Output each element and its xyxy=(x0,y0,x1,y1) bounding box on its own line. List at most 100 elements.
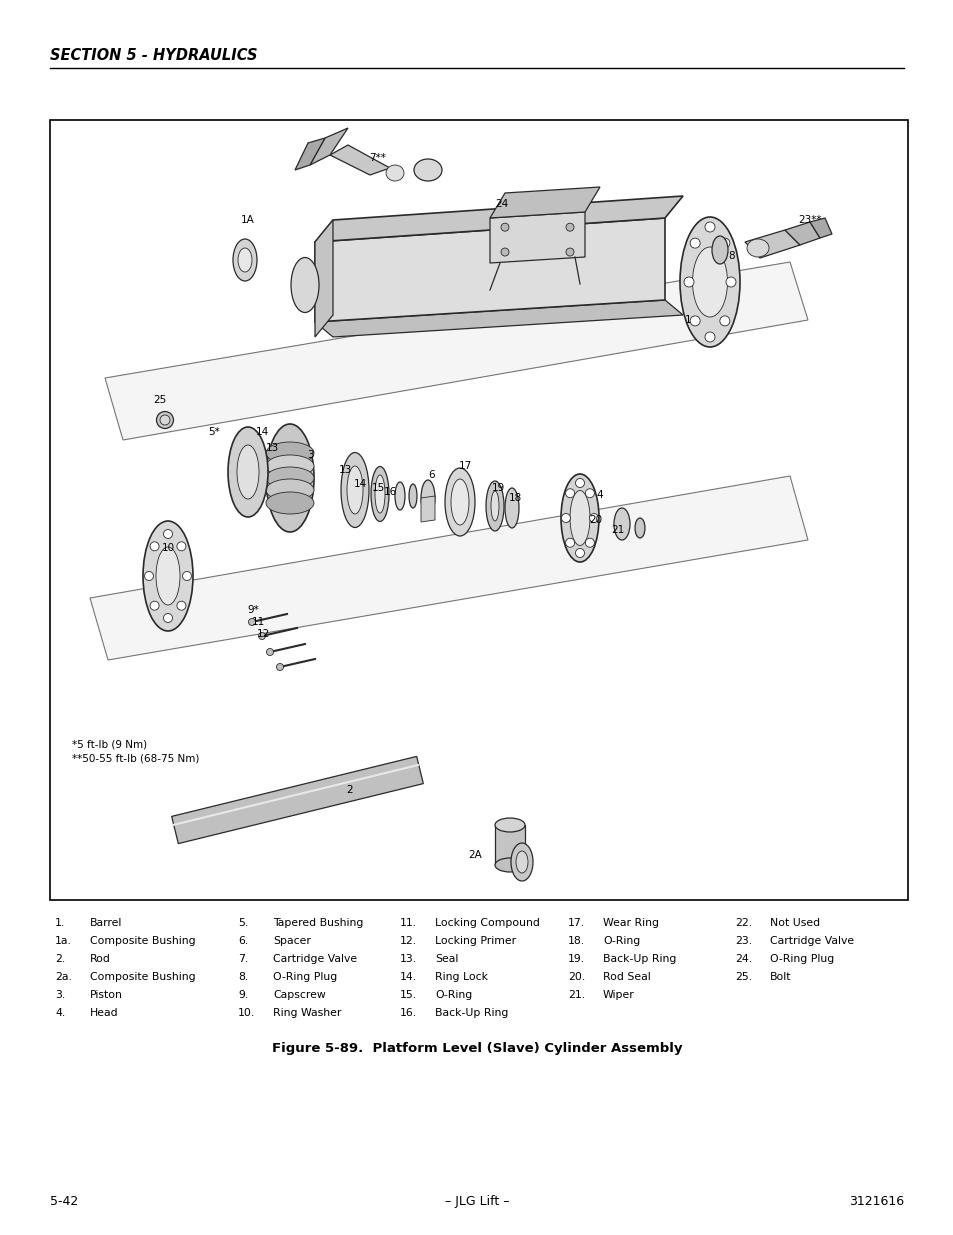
Ellipse shape xyxy=(160,415,170,425)
Text: 3: 3 xyxy=(306,450,313,459)
Circle shape xyxy=(565,248,574,256)
Ellipse shape xyxy=(276,663,283,671)
Text: Back-Up Ring: Back-Up Ring xyxy=(602,953,676,965)
Circle shape xyxy=(150,542,159,551)
Text: 4.: 4. xyxy=(55,1008,65,1018)
Circle shape xyxy=(720,316,729,326)
Ellipse shape xyxy=(504,488,518,529)
Polygon shape xyxy=(809,219,831,238)
Ellipse shape xyxy=(375,475,385,513)
Text: 10: 10 xyxy=(161,543,174,553)
Circle shape xyxy=(561,514,570,522)
Text: 14: 14 xyxy=(255,427,269,437)
Text: 15: 15 xyxy=(371,483,384,493)
Ellipse shape xyxy=(679,217,740,347)
Ellipse shape xyxy=(560,474,598,562)
Circle shape xyxy=(689,238,700,248)
Text: 1a.: 1a. xyxy=(55,936,71,946)
Circle shape xyxy=(163,614,172,622)
Circle shape xyxy=(585,538,594,547)
Polygon shape xyxy=(420,496,435,522)
Text: 5-42: 5-42 xyxy=(50,1195,78,1209)
Text: 5.: 5. xyxy=(237,918,248,927)
Text: 2.: 2. xyxy=(55,953,65,965)
Text: 1.: 1. xyxy=(55,918,65,927)
Bar xyxy=(50,120,907,900)
Text: Spacer: Spacer xyxy=(273,936,311,946)
Ellipse shape xyxy=(414,159,441,182)
Ellipse shape xyxy=(266,424,314,532)
Ellipse shape xyxy=(266,648,274,656)
Ellipse shape xyxy=(228,427,268,517)
Text: 6.: 6. xyxy=(237,936,248,946)
Ellipse shape xyxy=(236,445,258,499)
Text: 13: 13 xyxy=(265,443,278,453)
Text: 22.: 22. xyxy=(734,918,751,927)
Circle shape xyxy=(565,489,574,498)
Text: 13.: 13. xyxy=(399,953,416,965)
Text: **50-55 ft-lb (68-75 Nm): **50-55 ft-lb (68-75 Nm) xyxy=(71,755,199,764)
Text: Ring Washer: Ring Washer xyxy=(273,1008,341,1018)
Ellipse shape xyxy=(248,619,255,625)
Polygon shape xyxy=(330,144,390,175)
Text: Back-Up Ring: Back-Up Ring xyxy=(435,1008,508,1018)
Ellipse shape xyxy=(237,248,252,272)
Circle shape xyxy=(144,572,153,580)
Text: Head: Head xyxy=(90,1008,118,1018)
Polygon shape xyxy=(744,230,800,258)
Circle shape xyxy=(575,548,584,557)
Text: 9.: 9. xyxy=(237,990,248,1000)
Ellipse shape xyxy=(156,547,180,605)
Ellipse shape xyxy=(420,480,435,516)
Polygon shape xyxy=(314,300,682,337)
Ellipse shape xyxy=(156,411,173,429)
Text: Tapered Bushing: Tapered Bushing xyxy=(273,918,363,927)
Ellipse shape xyxy=(347,466,363,514)
Polygon shape xyxy=(784,222,820,245)
Ellipse shape xyxy=(258,632,265,640)
Text: O-Ring: O-Ring xyxy=(602,936,639,946)
Ellipse shape xyxy=(451,479,469,525)
Ellipse shape xyxy=(491,492,498,521)
Text: 9*: 9* xyxy=(247,605,258,615)
Ellipse shape xyxy=(266,442,314,464)
Text: SECTION 5 - HYDRAULICS: SECTION 5 - HYDRAULICS xyxy=(50,48,257,63)
Text: O-Ring Plug: O-Ring Plug xyxy=(769,953,833,965)
Text: 25: 25 xyxy=(153,395,167,405)
Text: 1A: 1A xyxy=(241,215,254,225)
Ellipse shape xyxy=(143,521,193,631)
Text: 19.: 19. xyxy=(567,953,584,965)
Text: Piston: Piston xyxy=(90,990,123,1000)
Text: 18.: 18. xyxy=(567,936,584,946)
Text: 12.: 12. xyxy=(399,936,416,946)
Text: 17.: 17. xyxy=(567,918,584,927)
Text: 18: 18 xyxy=(508,493,521,503)
Text: 14.: 14. xyxy=(399,972,416,982)
Ellipse shape xyxy=(291,258,318,312)
Text: 25.: 25. xyxy=(734,972,751,982)
Text: Rod Seal: Rod Seal xyxy=(602,972,650,982)
Circle shape xyxy=(565,538,574,547)
Text: 23**: 23** xyxy=(798,215,821,225)
Polygon shape xyxy=(495,825,524,864)
Circle shape xyxy=(176,601,186,610)
Text: Cartridge Valve: Cartridge Valve xyxy=(769,936,853,946)
Ellipse shape xyxy=(386,165,403,182)
Text: *5 ft-lb (9 Nm): *5 ft-lb (9 Nm) xyxy=(71,740,147,750)
Circle shape xyxy=(585,489,594,498)
Polygon shape xyxy=(105,262,807,440)
Polygon shape xyxy=(314,220,333,337)
Text: 1: 1 xyxy=(684,315,691,325)
Text: Figure 5-89.  Platform Level (Slave) Cylinder Assembly: Figure 5-89. Platform Level (Slave) Cyli… xyxy=(272,1042,681,1055)
Ellipse shape xyxy=(614,508,629,540)
Text: 17: 17 xyxy=(457,461,471,471)
Circle shape xyxy=(683,277,693,287)
Text: Composite Bushing: Composite Bushing xyxy=(90,936,195,946)
Ellipse shape xyxy=(569,490,589,546)
Text: Not Used: Not Used xyxy=(769,918,820,927)
Circle shape xyxy=(150,601,159,610)
Text: 5*: 5* xyxy=(208,427,219,437)
Ellipse shape xyxy=(444,468,475,536)
Text: Barrel: Barrel xyxy=(90,918,122,927)
Ellipse shape xyxy=(711,236,727,264)
